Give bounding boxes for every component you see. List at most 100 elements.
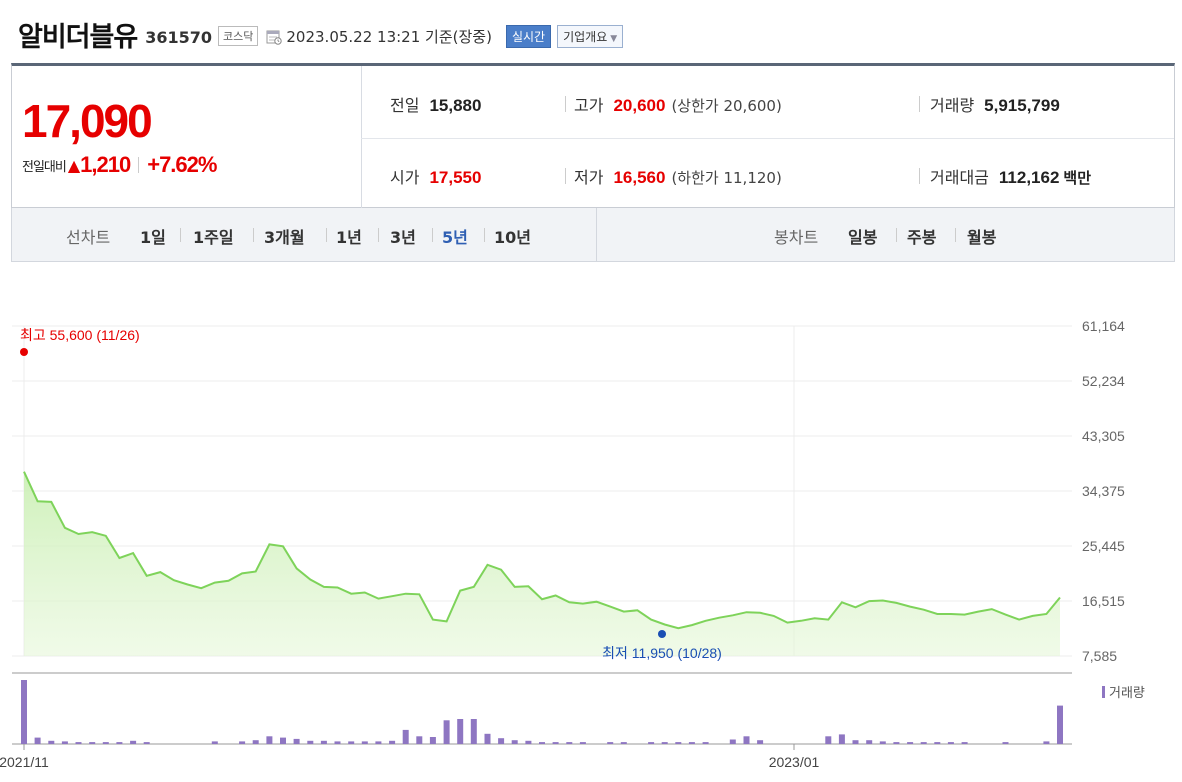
change-label: 전일대비 — [22, 159, 67, 175]
volume-bar — [661, 742, 668, 744]
price-change-row: 전일대비 ▲ 1,210 +7.62% — [22, 152, 217, 178]
period-3y[interactable]: 3년 — [390, 228, 416, 247]
stat-low: 저가 16,560 (하한가 11,120) — [574, 168, 782, 187]
volume-bar — [566, 742, 573, 744]
volume-bar — [75, 742, 82, 744]
volume-bar — [211, 741, 218, 744]
volume-bar — [470, 719, 477, 744]
y-tick-label: 16,515 — [1082, 593, 1125, 609]
volume-bar — [893, 742, 900, 744]
period-1y[interactable]: 1년 — [336, 228, 362, 247]
volume-bar — [143, 742, 150, 744]
volume-bar — [280, 737, 286, 744]
period-5y[interactable]: 5년 — [442, 228, 468, 247]
stat-prev-close: 전일 15,880 — [390, 96, 482, 115]
volume-bar — [293, 738, 300, 744]
volume-bar — [402, 729, 409, 744]
divider — [919, 168, 920, 184]
volume-bar — [1043, 741, 1050, 744]
volume-bar — [1002, 742, 1009, 744]
volume-bar — [429, 737, 436, 744]
company-name: 알비더블유 — [18, 21, 138, 53]
company-overview-button[interactable]: 기업개요 ▼ — [557, 24, 624, 48]
divider — [138, 157, 140, 173]
chart-period-bar: 선차트 1일 1주일 3개월 1년 3년 5년 10년 봉차트 일봉 주봉 월봉 — [11, 208, 1175, 262]
volume-bar — [838, 734, 845, 744]
volume-bar — [879, 741, 886, 744]
period-1d[interactable]: 1일 — [140, 228, 166, 247]
stat-volume: 거래량 5,915,799 — [930, 96, 1060, 115]
candle-chart-title: 봉차트 — [774, 228, 819, 247]
quote-panel: 17,090 전일대비 ▲ 1,210 +7.62% 전일 15,880 고가 20… — [11, 63, 1175, 208]
volume-bar — [484, 733, 491, 744]
min-point-marker — [658, 630, 666, 638]
y-tick-label: 7,585 — [1082, 648, 1117, 664]
volume-bar — [21, 680, 27, 744]
price-cell: 17,090 전일대비 ▲ 1,210 +7.62% — [12, 66, 362, 208]
candle-monthly[interactable]: 월봉 — [967, 228, 997, 247]
divider — [565, 96, 566, 112]
line-chart-title: 선차트 — [66, 228, 111, 247]
min-price-label: 최저 11,950 (10/28) — [602, 645, 722, 661]
volume-bar — [539, 742, 545, 744]
volume-bar — [757, 740, 764, 744]
realtime-button[interactable]: 실시간 — [505, 24, 552, 48]
volume-bar — [307, 740, 314, 744]
volume-bar — [620, 742, 627, 744]
price-chart[interactable]: 61,164 52,234 43,305 34,375 25,445 16,515 7,58… — [0, 262, 1182, 782]
volume-bar — [89, 742, 96, 744]
quote-datetime: 2023.05.22 13:21 기준(장중) — [286, 27, 492, 46]
volume-bar — [947, 742, 954, 744]
volume-bar — [525, 740, 532, 744]
price-line — [23, 471, 1061, 630]
divider — [919, 96, 920, 112]
volume-bar — [675, 742, 682, 744]
change-percent: +7.62% — [147, 152, 217, 177]
volume-bar — [866, 740, 873, 744]
candle-daily[interactable]: 일봉 — [848, 228, 878, 247]
volume-bar — [511, 740, 518, 744]
volume-bar — [552, 742, 559, 744]
volume-bar — [579, 742, 586, 744]
chevron-down-icon: ▼ — [610, 33, 618, 44]
price-chart-svg: 61,164 52,234 43,305 34,375 25,445 16,515 7,58… — [0, 318, 1145, 770]
y-tick-label: 52,234 — [1082, 373, 1125, 389]
volume-bar — [416, 736, 423, 744]
stat-open: 시가 17,550 — [390, 168, 482, 187]
volume-bar — [61, 741, 68, 744]
divider — [596, 208, 597, 261]
volume-bar — [1057, 705, 1063, 744]
max-point-marker — [20, 348, 28, 356]
stat-trade-value: 거래대금 112,162 백만 — [930, 168, 1092, 187]
volume-bar — [266, 736, 273, 744]
stock-code: 361570 — [145, 27, 212, 47]
market-badge: 코스닥 — [218, 26, 259, 46]
divider — [484, 228, 485, 242]
y-tick-label: 34,375 — [1082, 483, 1125, 499]
volume-bar — [920, 742, 927, 744]
max-price-label: 최고 55,600 (11/26) — [20, 327, 140, 343]
volume-bar — [48, 740, 55, 744]
volume-bar — [116, 742, 123, 744]
divider — [432, 228, 433, 242]
volume-bar — [961, 742, 968, 744]
volume-bar — [320, 740, 327, 744]
calendar-icon — [266, 29, 283, 45]
volume-bar — [443, 720, 450, 744]
volume-bar — [648, 742, 655, 744]
volume-bar — [702, 742, 709, 744]
period-10y[interactable]: 10년 — [494, 228, 531, 247]
volume-legend-swatch — [1102, 686, 1105, 698]
volume-bar — [34, 737, 41, 744]
current-price: 17,090 — [22, 95, 153, 147]
volume-bar — [389, 740, 396, 744]
volume-bar — [498, 738, 505, 744]
period-3m[interactable]: 3개월 — [264, 228, 305, 247]
volume-bar — [348, 741, 355, 744]
row-divider — [361, 138, 1174, 139]
stock-header: 알비더블유 361570 코스닥 2023.05.22 13:21 기준(장중)… — [18, 14, 624, 54]
volume-bar — [252, 740, 259, 744]
candle-weekly[interactable]: 주봉 — [907, 228, 937, 247]
volume-bar — [239, 741, 246, 744]
period-1w[interactable]: 1주일 — [193, 228, 234, 247]
